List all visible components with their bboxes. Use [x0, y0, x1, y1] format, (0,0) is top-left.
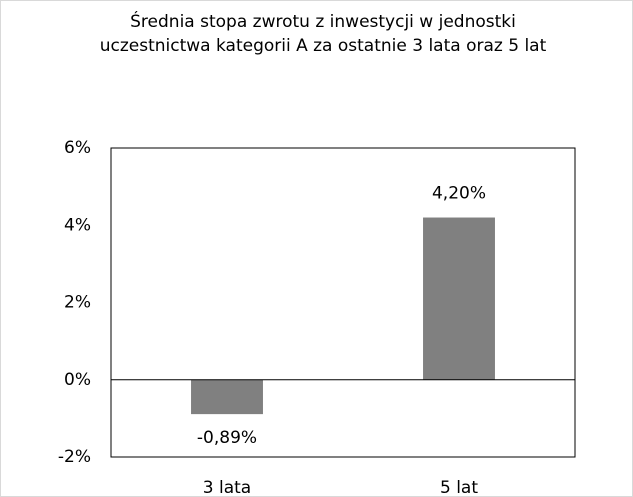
plot-area	[110, 147, 576, 458]
x-tick-label: 5 lat	[440, 478, 478, 497]
y-tick-label: -2%	[58, 447, 91, 467]
data-label: -0,89%	[197, 428, 257, 448]
y-tick-label: 0%	[64, 370, 91, 390]
x-tick-label: 3 lata	[203, 478, 251, 497]
data-label: 4,20%	[432, 184, 486, 204]
bar	[191, 379, 263, 415]
bar	[423, 217, 495, 380]
y-tick-label: 2%	[64, 293, 91, 313]
y-tick-label: 4%	[64, 215, 91, 235]
y-tick-label: 6%	[64, 138, 91, 158]
chart-title: Średnia stopa zwrotu z inwestycji w jedn…	[99, 12, 547, 56]
